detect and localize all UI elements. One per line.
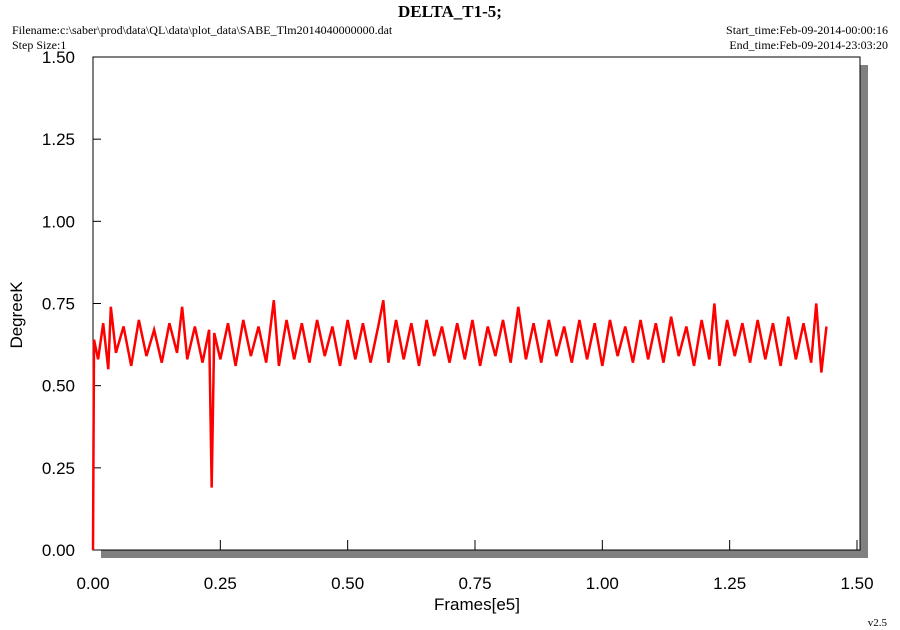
x-tick-label: 0.75	[458, 574, 491, 593]
end-time: End_time:Feb-09-2014-23:03:20	[729, 38, 888, 52]
step-size: Step Size:1	[12, 38, 66, 52]
plot-area	[92, 56, 861, 551]
x-tick-label: 1.00	[586, 574, 619, 593]
y-tick-label: 1.00	[42, 212, 75, 231]
x-axis-label: Frames[e5]	[434, 595, 520, 614]
x-tick-label: 1.50	[840, 574, 873, 593]
x-tick-label: 0.50	[331, 574, 364, 593]
version: v2.5	[868, 617, 888, 629]
y-tick-label: 0.75	[42, 295, 75, 314]
filename: Filename:c:\saber\prod\data\QL\data\plot…	[12, 23, 393, 37]
x-tick-label: 1.25	[713, 574, 746, 593]
y-axis-label: DegreeK	[7, 281, 26, 349]
y-tick-label: 1.25	[42, 130, 75, 149]
x-tick-label: 0.00	[76, 574, 109, 593]
x-tick-label: 0.25	[204, 574, 237, 593]
y-tick-label: 0.25	[42, 459, 75, 478]
y-tick-label: 0.00	[42, 541, 75, 560]
data-line	[91, 299, 828, 551]
chart-title: DELTA_T1-5;	[398, 2, 502, 21]
y-tick-label: 0.50	[42, 377, 75, 396]
y-tick-label: 1.50	[42, 48, 75, 67]
start-time: Start_time:Feb-09-2014-00:00:16	[726, 23, 888, 37]
